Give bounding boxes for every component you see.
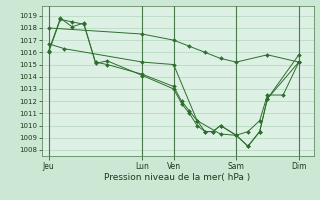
X-axis label: Pression niveau de la mer( hPa ): Pression niveau de la mer( hPa )	[104, 173, 251, 182]
